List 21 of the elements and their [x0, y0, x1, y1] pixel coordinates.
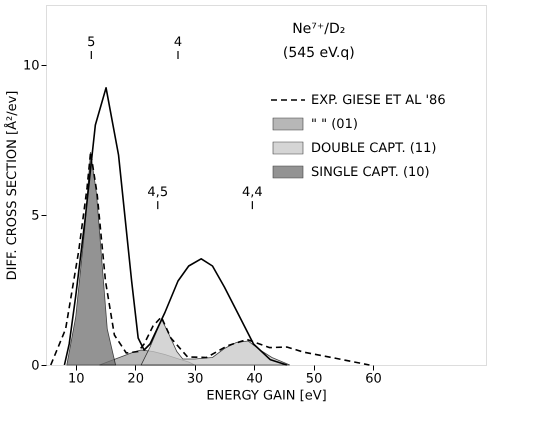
legend-label: DOUBLE CAPT. (11): [311, 141, 436, 156]
x-tick-label: 20: [127, 372, 144, 386]
x-tick-label: 10: [68, 372, 85, 386]
y-tick-label: 5: [31, 208, 40, 224]
x-axis-title: ENERGY GAIN [eV]: [206, 388, 327, 404]
legend-label: SINGLE CAPT. (10): [311, 165, 430, 180]
x-tick-label: 30: [186, 372, 204, 386]
text: Ne⁷⁺/D₂: [292, 21, 346, 37]
x-tick-label: 40: [246, 372, 263, 386]
annotation: 4,5: [147, 185, 168, 200]
legend-label: EXP. GIESE ET AL '86: [311, 93, 446, 108]
x-tick-label: 50: [306, 372, 322, 386]
y-tick-label: 10: [22, 58, 40, 74]
y-axis-title: DIFF. CROSS SECTION [Å²/ev]: [2, 90, 20, 280]
annotation: 4: [174, 35, 182, 50]
text: (545 eV.q): [282, 45, 355, 61]
x-tick-label: 60: [365, 372, 382, 386]
y-tick-label: 0: [31, 358, 40, 374]
annotation: 5: [87, 35, 96, 50]
legend-label: " " (01): [311, 117, 358, 132]
annotation: 4,4: [242, 185, 263, 200]
